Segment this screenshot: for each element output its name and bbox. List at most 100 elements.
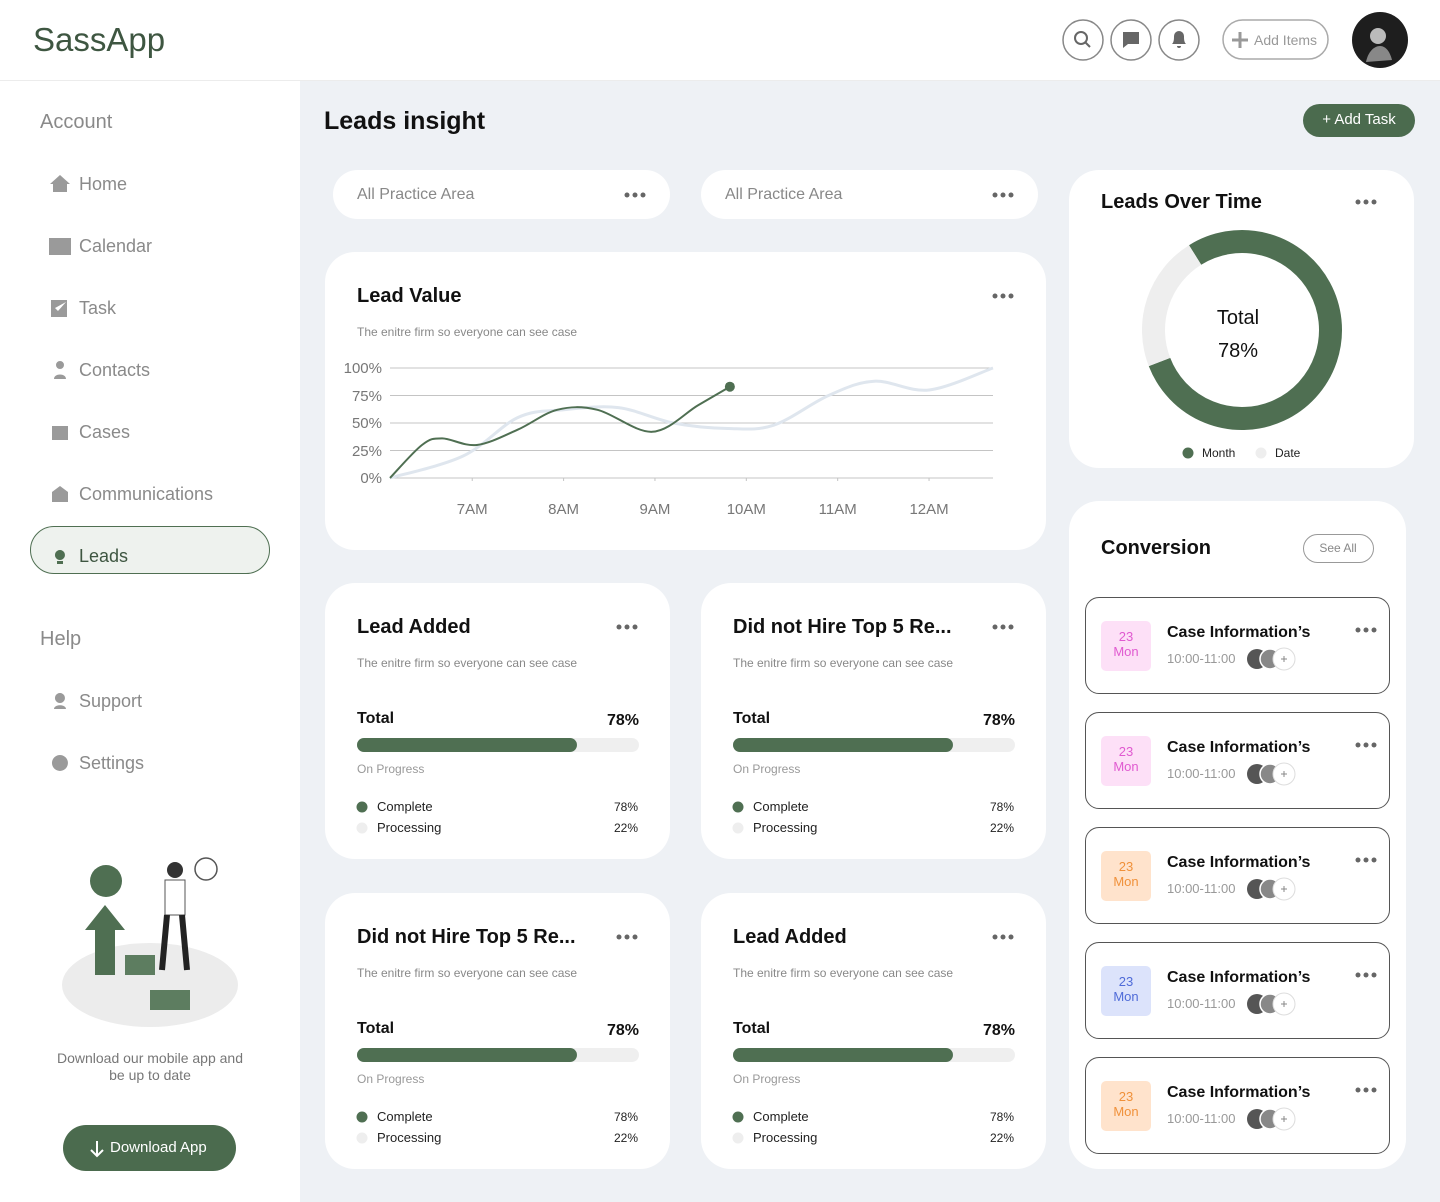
- card-title: Lead Added: [357, 616, 471, 638]
- legend-value: 78%: [989, 800, 1014, 814]
- item-time: 10:00-11:00: [1167, 766, 1236, 781]
- logo: SassApp: [33, 21, 166, 58]
- date-weekday: Mon: [1113, 874, 1139, 889]
- item-time: 10:00-11:00: [1167, 1111, 1236, 1126]
- see-all-label[interactable]: See All: [1319, 541, 1357, 555]
- chart-title: Lead Value: [357, 285, 462, 307]
- legend-value: 22%: [989, 821, 1014, 835]
- donut-center-value: 78%: [1217, 340, 1259, 362]
- progress-value: 78%: [606, 712, 639, 729]
- x-tick-label: 12AM: [909, 501, 949, 518]
- nav-item[interactable]: Communications: [79, 484, 214, 504]
- add-task-label[interactable]: + Add Task: [1322, 111, 1396, 128]
- active-nav-pill[interactable]: [30, 526, 270, 574]
- nav-item[interactable]: Home: [79, 174, 128, 194]
- card-title: Lead Added: [733, 926, 847, 948]
- donut-center-title: Total: [1216, 307, 1260, 329]
- progress-card: [701, 583, 1046, 859]
- download-button-label[interactable]: Download App: [110, 1139, 207, 1156]
- progress-label: Total: [733, 710, 771, 727]
- legend-label: Complete: [377, 1109, 433, 1124]
- progress-card: [701, 893, 1046, 1169]
- legend-label: Complete: [753, 799, 809, 814]
- legend-label: Processing: [377, 820, 442, 835]
- item-title: Case Information’s: [1167, 1084, 1311, 1101]
- chart-title: Leads Over Time: [1101, 191, 1262, 213]
- progress-card: [325, 893, 670, 1169]
- progress-caption: On Progress: [733, 1072, 801, 1086]
- progress-card: [325, 583, 670, 859]
- legend-value: 78%: [989, 1110, 1014, 1124]
- nav-item[interactable]: Task: [79, 298, 117, 318]
- x-tick-label: 8AM: [548, 501, 579, 518]
- progress-caption: On Progress: [357, 1072, 425, 1086]
- add-task-button[interactable]: [1303, 104, 1415, 137]
- date-day: 23: [1118, 859, 1134, 874]
- item-time: 10:00-11:00: [1167, 881, 1236, 896]
- x-tick-label: 10AM: [726, 501, 766, 518]
- nav-item[interactable]: Settings: [79, 753, 145, 773]
- filter-label[interactable]: All Practice Area: [357, 186, 475, 203]
- progress-value: 78%: [982, 712, 1015, 729]
- progress-label: Total: [357, 710, 395, 727]
- date-day: 23: [1118, 1089, 1134, 1104]
- date-day: 23: [1118, 974, 1134, 989]
- nav-item[interactable]: Support: [79, 691, 143, 711]
- legend-label: Date: [1275, 446, 1301, 460]
- progress-label: Total: [733, 1020, 771, 1037]
- legend-value: 22%: [613, 1131, 638, 1145]
- card-title: Did not Hire Top 5 Re...: [357, 926, 576, 948]
- item-title: Case Information’s: [1167, 969, 1311, 986]
- item-title: Case Information’s: [1167, 739, 1311, 756]
- item-title: Case Information’s: [1167, 624, 1311, 641]
- legend-value: 78%: [613, 1110, 638, 1124]
- legend-label: Complete: [753, 1109, 809, 1124]
- section-label: Help: [40, 628, 82, 650]
- progress-caption: On Progress: [733, 762, 801, 776]
- item-time: 10:00-11:00: [1167, 996, 1236, 1011]
- legend-label: Processing: [377, 1130, 442, 1145]
- header: [0, 0, 1440, 81]
- nav-item[interactable]: Cases: [79, 422, 131, 442]
- nav-item[interactable]: Calendar: [79, 236, 153, 256]
- progress-label: Total: [357, 1020, 395, 1037]
- progress-caption: On Progress: [357, 762, 425, 776]
- chart-subtitle: The enitre firm so everyone can see case: [357, 325, 578, 339]
- add-items-label[interactable]: Add Items: [1254, 32, 1318, 48]
- legend-label: Complete: [377, 799, 433, 814]
- promo-text: Download our mobile app and be up to dat…: [56, 1050, 243, 1083]
- date-badge: [1101, 966, 1151, 1016]
- legend-label: Processing: [753, 1130, 818, 1145]
- filter-select[interactable]: [333, 170, 670, 219]
- legend-label: Processing: [753, 820, 818, 835]
- nav-item[interactable]: Contacts: [79, 360, 151, 380]
- item-time: 10:00-11:00: [1167, 651, 1236, 666]
- legend-label: Month: [1202, 446, 1236, 460]
- legend-value: 78%: [613, 800, 638, 814]
- y-tick-label: 0%: [360, 470, 382, 487]
- nav-item[interactable]: Leads: [79, 546, 129, 566]
- date-weekday: Mon: [1113, 759, 1139, 774]
- date-weekday: Mon: [1113, 989, 1139, 1004]
- section-label: Account: [40, 111, 113, 133]
- x-tick-label: 7AM: [456, 501, 488, 518]
- card-subtitle: The enitre firm so everyone can see case: [733, 966, 954, 980]
- legend-value: 22%: [613, 821, 638, 835]
- y-tick-label: 50%: [351, 415, 382, 432]
- see-all-button[interactable]: [1303, 534, 1374, 563]
- date-day: 23: [1118, 629, 1134, 644]
- y-tick-label: 75%: [351, 387, 382, 405]
- y-tick-label: 25%: [351, 442, 382, 460]
- filter-select[interactable]: [701, 170, 1038, 219]
- date-day: 23: [1118, 744, 1134, 759]
- item-title: Case Information’s: [1167, 854, 1311, 871]
- conversion-title: Conversion: [1101, 537, 1212, 559]
- date-weekday: Mon: [1113, 644, 1139, 659]
- filter-label[interactable]: All Practice Area: [725, 186, 843, 203]
- card-subtitle: The enitre firm so everyone can see case: [357, 656, 578, 670]
- x-tick-label: 9AM: [639, 501, 671, 518]
- card-title: Did not Hire Top 5 Re...: [733, 616, 952, 638]
- date-badge: [1101, 851, 1151, 901]
- x-tick-label: 11AM: [818, 501, 857, 518]
